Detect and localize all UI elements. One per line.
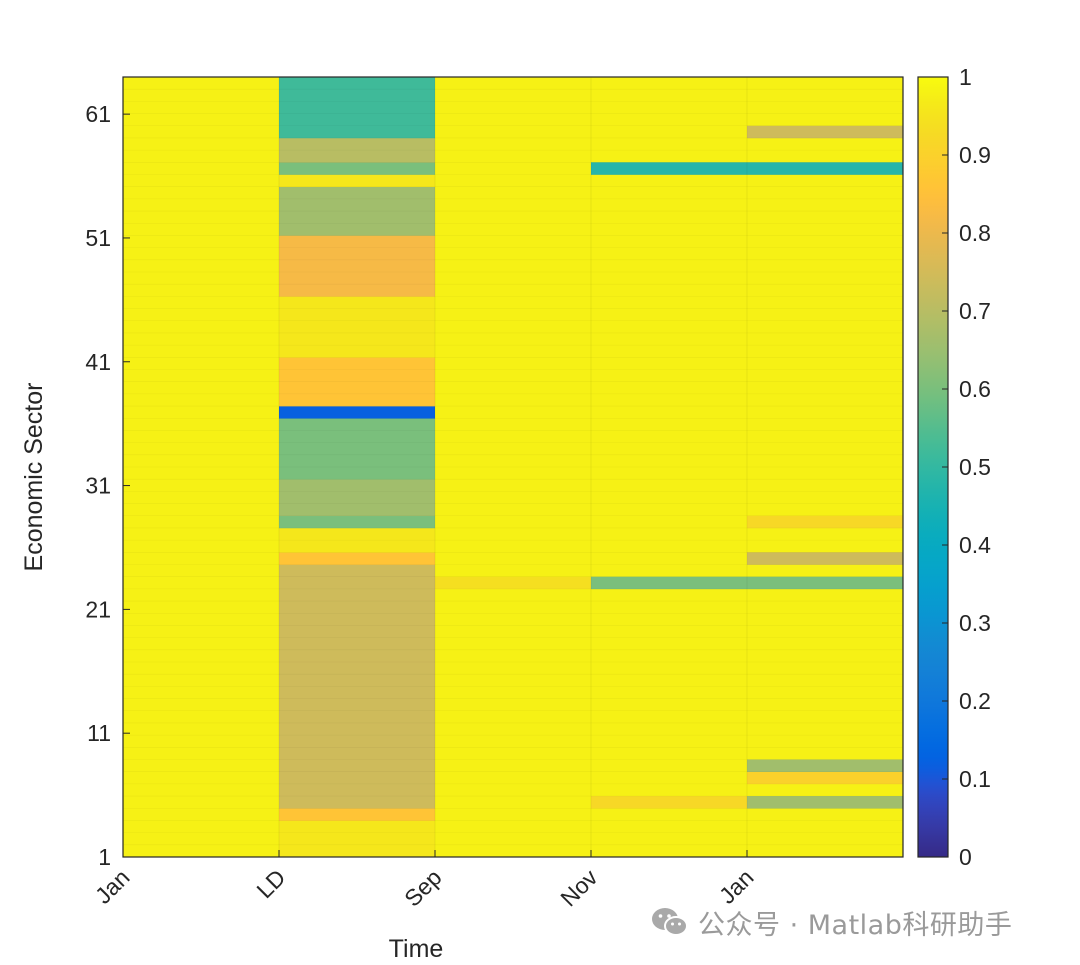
y-tick-label: 21 <box>85 596 111 622</box>
heatmap-cell-c4-s4 <box>747 552 904 565</box>
heatmap-cell-c1-s16 <box>279 77 436 139</box>
wechat-icon <box>652 908 688 936</box>
heatmap-cells <box>123 77 904 858</box>
heatmap-cell-c4-s5 <box>747 515 904 529</box>
heatmap-cell-c4-s2 <box>747 759 904 772</box>
heatmap-cell-c3-s2 <box>591 162 748 175</box>
heatmap-cell-c1-s0 <box>279 820 436 858</box>
heatmap-cell-c1-s15 <box>279 137 436 163</box>
colorbar-tick-label: 0.7 <box>959 298 991 324</box>
watermark-text: 公众号 · Matlab科研助手 <box>698 909 1013 941</box>
colorbar-tick-label: 0.1 <box>959 766 991 792</box>
heatmap-cell-c1-s8 <box>279 406 436 419</box>
heatmap-cell-c3-s0 <box>591 796 748 809</box>
gridlines <box>123 77 903 857</box>
heatmap-cell-c1-s12 <box>279 186 436 236</box>
heatmap-cell-c4-s3 <box>747 576 904 590</box>
colorbar-tick-label: 0.5 <box>959 454 991 480</box>
colorbar-tick-label: 0.3 <box>959 610 991 636</box>
colorbar-tick-label: 0.6 <box>959 376 991 402</box>
heatmap-cell-c1-s11 <box>279 235 436 297</box>
heatmap-cell-c1-s5 <box>279 515 436 529</box>
heatmap-column-2 <box>435 77 592 857</box>
heatmap-column-3 <box>591 77 748 857</box>
heatmap-cell-c4-s0 <box>747 796 904 809</box>
heatmap-cell-c1-s14 <box>279 162 436 175</box>
y-tick-label: 41 <box>85 349 111 375</box>
y-axis-label: Economic Sector <box>20 383 48 572</box>
x-tick-label: Sep <box>399 864 446 911</box>
y-tick-label: 11 <box>87 720 111 746</box>
heatmap-cell-c1-s9 <box>279 357 436 407</box>
x-axis-label: Time <box>389 935 444 963</box>
x-tick-label: LD <box>251 864 290 903</box>
y-tick-label: 61 <box>85 101 111 127</box>
watermark: 公众号 · Matlab科研助手 <box>650 902 1012 942</box>
colorbar-tick-label: 0.2 <box>959 688 991 714</box>
heatmap-cell-c3-s1 <box>591 576 748 590</box>
y-tick-label: 51 <box>85 225 111 251</box>
y-tick-label: 31 <box>85 473 111 499</box>
heatmap-column-0 <box>123 77 280 857</box>
heatmap-cell-c4-s7 <box>747 125 904 139</box>
colorbar-tick-label: 0 <box>959 844 972 870</box>
colorbar-tick-label: 0.8 <box>959 220 991 246</box>
colorbar-tick-label: 0.4 <box>959 532 991 558</box>
heatmap-cell-c2-s0 <box>435 576 592 590</box>
heatmap-cell-c4-s1 <box>747 771 904 785</box>
x-tick-label: Nov <box>555 864 603 912</box>
heatmap-cell-c1-s1 <box>279 808 436 821</box>
y-tick-label: 1 <box>98 844 111 870</box>
colorbar-tick-label: 0.9 <box>959 142 991 168</box>
heatmap-cell-c1-s6 <box>279 479 436 517</box>
heatmap-cell-c1-s2 <box>279 564 436 809</box>
heatmap-column-4 <box>747 77 904 857</box>
heatmap-cell-c1-s7 <box>279 418 436 480</box>
colorbar-tick-label: 1 <box>959 64 972 90</box>
x-tick-label: Jan <box>90 864 135 909</box>
heatmap-cell-c4-s6 <box>747 162 904 175</box>
heatmap-cell-c1-s4 <box>279 527 436 553</box>
plot-frame <box>122 76 904 858</box>
heatmap-cell-c1-s13 <box>279 174 436 187</box>
heatmap-cell-c1-s10 <box>279 296 436 358</box>
colorbar-ticks: 0 0.1 0.2 0.3 0.4 0.5 0.6 0.7 0.8 0.9 1 <box>942 64 991 870</box>
heatmap-cell-c1-s3 <box>279 552 436 565</box>
